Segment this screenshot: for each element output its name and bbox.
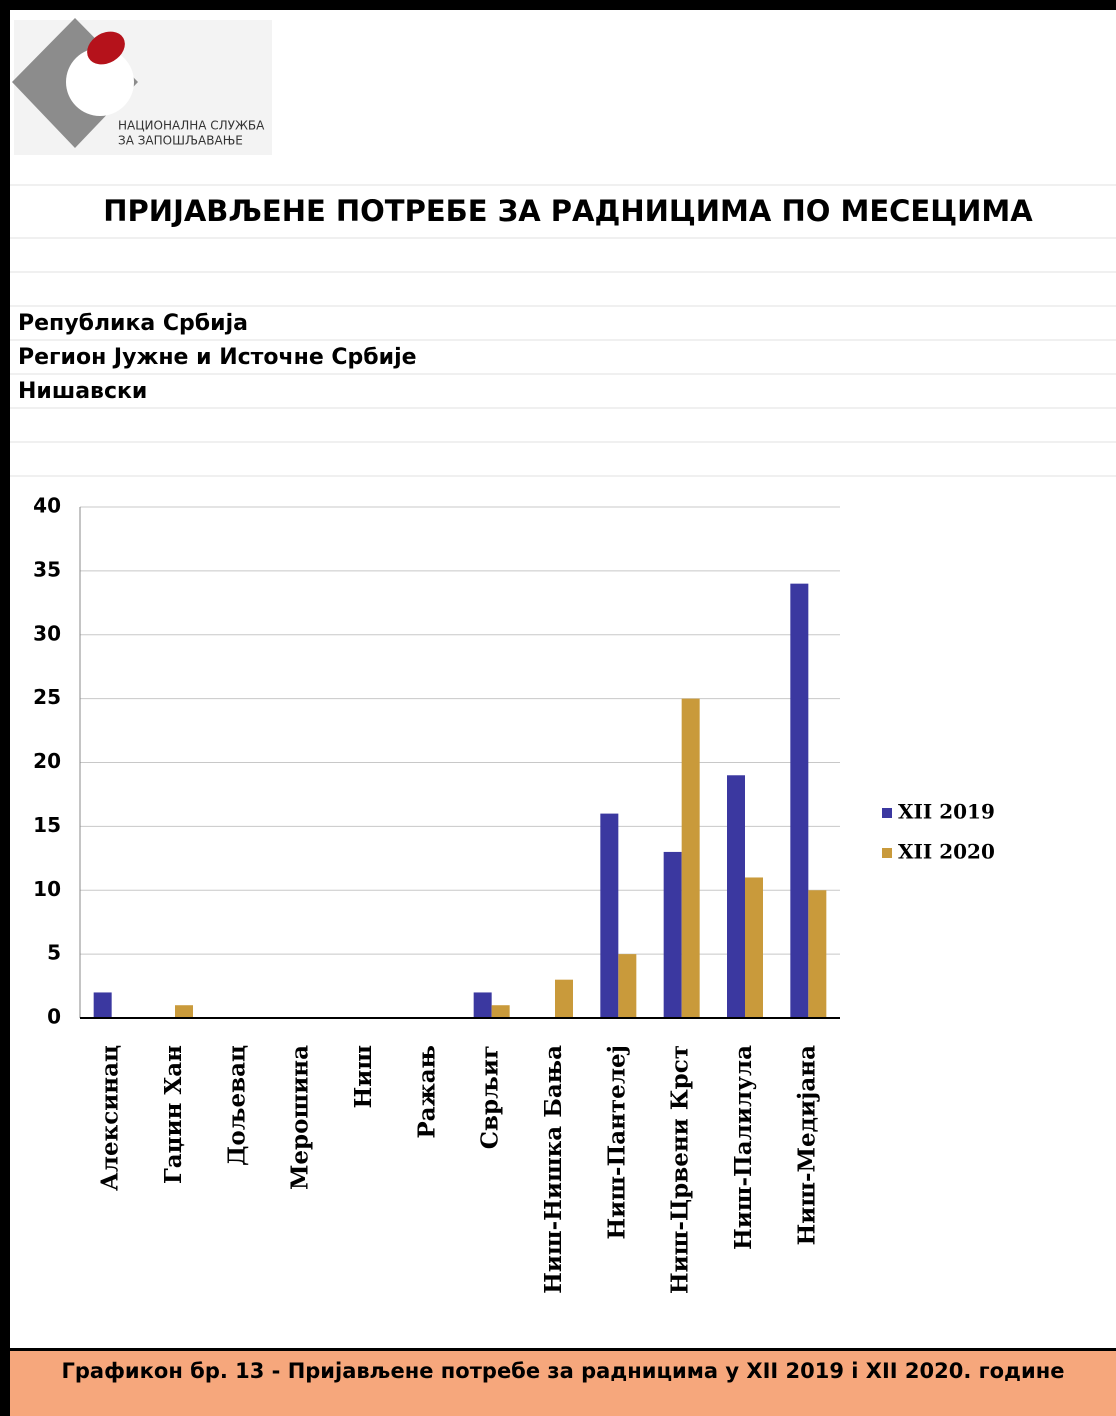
bar: [491, 1005, 510, 1018]
x-tick-label: Сврљиг: [477, 1045, 504, 1149]
x-tick-label: Ниш-Пантелеј: [603, 1045, 630, 1240]
bar: [618, 954, 637, 1018]
region-line: Регион Јужне и Источне Србије: [18, 345, 417, 370]
y-tick-label: 25: [33, 685, 61, 709]
bar: [808, 890, 827, 1018]
y-tick-label: 10: [33, 877, 61, 901]
legend-swatch: [882, 848, 892, 858]
bar: [745, 877, 763, 1018]
x-tick-label: Алексинац: [97, 1045, 124, 1191]
legend-swatch: [882, 808, 892, 818]
y-tick-label: 20: [33, 749, 61, 773]
legend-label: XII 2019: [898, 800, 995, 824]
x-tick-label: Ниш-Медијана: [793, 1045, 820, 1246]
x-tick-label: Ниш: [350, 1045, 377, 1109]
x-tick-label: Мерошина: [287, 1045, 314, 1190]
y-tick-label: 5: [47, 941, 61, 965]
bar: [663, 851, 682, 1018]
region-line: Нишавски: [18, 379, 147, 404]
sheet-lines: [10, 184, 1116, 477]
legend-label: XII 2020: [898, 840, 995, 864]
logo: НАЦИОНАЛНА СЛУЖБА ЗА ЗАПОШЉАВАЊЕ: [12, 18, 272, 155]
x-tick-label: Ражањ: [413, 1045, 440, 1139]
y-tick-label: 15: [33, 813, 61, 837]
bar: [600, 813, 619, 1018]
region-line: Република Србија: [18, 311, 248, 336]
bar: [555, 979, 573, 1018]
bar: [175, 1005, 193, 1018]
y-tick-label: 0: [47, 1005, 61, 1029]
bar: [473, 992, 492, 1018]
page-title: ПРИЈАВЉЕНЕ ПОТРЕБЕ ЗА РАДНИЦИМА ПО МЕСЕЦ…: [103, 194, 1033, 228]
logo-text: НАЦИОНАЛНА СЛУЖБА: [118, 119, 265, 133]
bar: [727, 775, 745, 1018]
bar: [93, 992, 112, 1018]
y-tick-label: 30: [33, 621, 61, 645]
bar: [681, 698, 700, 1018]
bar: [790, 583, 809, 1018]
x-tick-label: Ниш-Нишка Бања: [540, 1045, 567, 1294]
y-tick-label: 35: [33, 557, 61, 581]
x-tick-label: Дољевац: [223, 1045, 250, 1166]
logo-text: ЗА ЗАПОШЉАВАЊЕ: [118, 134, 243, 148]
x-tick-label: Ниш-Палилула: [730, 1045, 757, 1250]
x-tick-label: Ниш-Црвени Крст: [667, 1045, 694, 1294]
x-tick-label: Гаџин Хан: [160, 1045, 187, 1184]
caption: Графикон бр. 13 - Пријављене потребе за …: [10, 1348, 1116, 1416]
y-tick-label: 40: [33, 494, 61, 518]
